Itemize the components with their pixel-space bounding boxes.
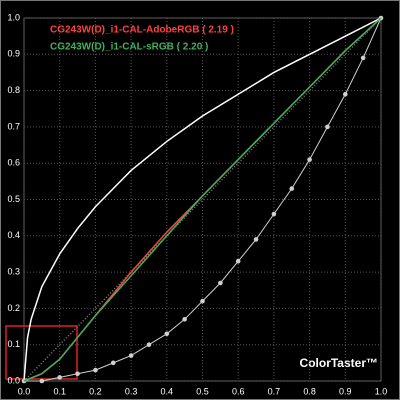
y-tick-label: 0.4 xyxy=(7,230,20,240)
point xyxy=(182,316,187,322)
x-tick-label: 0.6 xyxy=(232,386,245,396)
x-tick-label: 0.0 xyxy=(18,386,31,396)
y-tick-label: 0.1 xyxy=(7,339,20,349)
point xyxy=(93,367,98,373)
point xyxy=(360,55,366,61)
x-tick-label: 1.0 xyxy=(375,386,388,396)
point xyxy=(110,360,116,366)
y-tick-label: 1.0 xyxy=(7,12,20,22)
point xyxy=(271,211,277,217)
series-line xyxy=(23,17,382,382)
point xyxy=(57,375,62,380)
y-tick-label: 0.0 xyxy=(7,375,20,385)
y-tick-label: 0.6 xyxy=(7,158,20,168)
point xyxy=(343,91,348,97)
x-tick-label: 0.2 xyxy=(89,386,102,396)
legend-entry: CG243W(D)_i1-CAL-sRGB ( 2.20 ) xyxy=(50,42,208,53)
series-line xyxy=(23,17,382,382)
point xyxy=(39,378,45,384)
y-tick-label: 0.7 xyxy=(7,121,20,131)
point xyxy=(235,258,241,264)
y-tick-label: 0.9 xyxy=(7,49,20,59)
series-line xyxy=(23,17,382,382)
point xyxy=(289,186,295,191)
legend-entry: CG243W(D)_i1-CAL-AdobeRGB ( 2.19 ) xyxy=(50,25,234,36)
point xyxy=(253,237,259,242)
x-tick-label: 0.3 xyxy=(125,386,138,396)
y-tick-label: 0.5 xyxy=(7,194,20,204)
y-tick-label: 0.2 xyxy=(7,303,20,313)
point xyxy=(146,342,152,348)
point xyxy=(75,371,80,377)
y-tick-label: 0.8 xyxy=(7,85,20,95)
x-tick-label: 0.8 xyxy=(303,386,316,396)
x-tick-label: 0.9 xyxy=(339,386,352,396)
point xyxy=(218,280,223,286)
annotation: ColorTaster™ xyxy=(300,356,378,370)
x-tick-label: 0.4 xyxy=(161,386,174,396)
point xyxy=(164,331,170,337)
x-tick-label: 0.1 xyxy=(53,386,66,396)
point xyxy=(307,157,312,162)
point xyxy=(325,124,330,130)
x-tick-label: 0.5 xyxy=(196,386,209,396)
x-tick-label: 0.7 xyxy=(268,386,281,396)
y-tick-label: 0.3 xyxy=(7,266,20,276)
point xyxy=(128,353,134,358)
point xyxy=(200,298,205,304)
